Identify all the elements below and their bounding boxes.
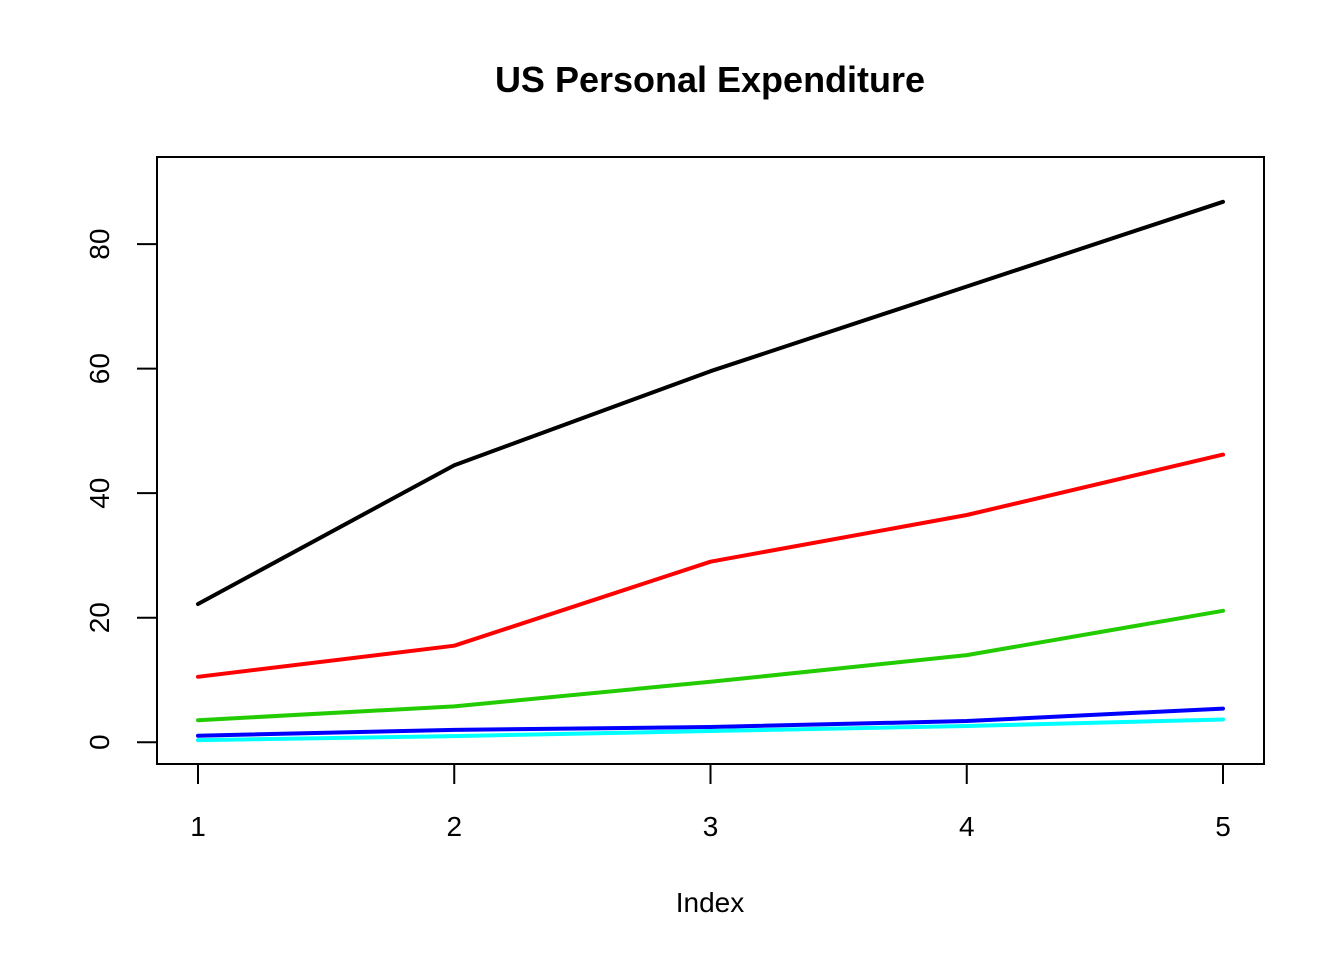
series-line-2 [196,452,1225,679]
y-axis: 0 20 40 60 80 [84,229,158,750]
y-tick-label: 40 [84,478,115,509]
x-tick-label: 5 [1215,811,1231,842]
x-axis: 1 2 3 4 5 [190,763,1231,842]
series-line-4 [196,706,1225,738]
series-line-3 [196,608,1225,723]
series-line-1 [196,199,1225,606]
plot-frame [156,156,1265,765]
series-line-5 [196,717,1225,743]
series-layer [196,199,1225,743]
x-tick-label: 4 [959,811,975,842]
x-tick-label: 2 [446,811,462,842]
y-tick-label: 80 [84,229,115,260]
x-axis-label: Index [676,887,745,918]
x-tick-label: 3 [703,811,719,842]
y-tick-label: 20 [84,602,115,633]
x-tick-label: 1 [190,811,206,842]
y-tick-label: 0 [84,734,115,750]
chart-title: US Personal Expenditure [495,59,925,100]
y-tick-label: 60 [84,353,115,384]
